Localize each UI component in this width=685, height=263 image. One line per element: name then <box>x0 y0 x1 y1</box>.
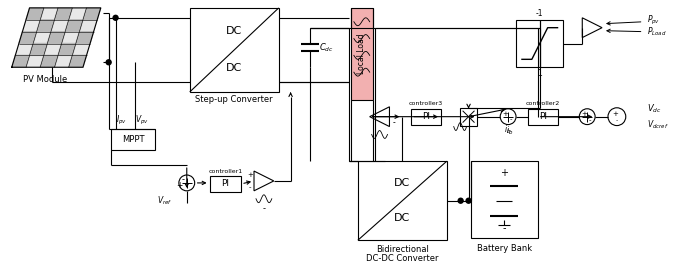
Text: $C_{dc}$: $C_{dc}$ <box>319 41 334 54</box>
Text: $V_{ref}$: $V_{ref}$ <box>158 194 173 207</box>
Polygon shape <box>47 32 65 43</box>
Text: DC: DC <box>394 178 410 188</box>
Circle shape <box>179 175 195 191</box>
Text: -: - <box>616 118 618 123</box>
Polygon shape <box>12 8 101 67</box>
Text: Step-up Converter: Step-up Converter <box>195 95 273 104</box>
Text: $i_b$: $i_b$ <box>506 124 514 137</box>
Text: Bidirectional: Bidirectional <box>376 245 429 254</box>
Text: $P_{Load}$: $P_{Load}$ <box>647 26 666 38</box>
Bar <box>460 108 477 125</box>
Text: PI: PI <box>538 112 547 121</box>
Text: controller1: controller1 <box>208 169 242 174</box>
Text: -: - <box>589 118 591 124</box>
Text: $V_{dc}$: $V_{dc}$ <box>647 103 661 115</box>
Text: -: - <box>510 117 512 123</box>
Bar <box>111 129 155 150</box>
Text: +: + <box>247 172 253 178</box>
Text: -: - <box>393 118 396 127</box>
Circle shape <box>466 198 471 203</box>
Polygon shape <box>83 8 101 20</box>
Text: +: + <box>177 181 183 190</box>
Bar <box>358 161 447 240</box>
Text: controller2: controller2 <box>525 101 560 106</box>
Polygon shape <box>68 55 86 67</box>
Text: +: + <box>612 111 618 117</box>
Text: -: - <box>249 184 251 190</box>
Bar <box>351 8 373 100</box>
Circle shape <box>458 198 463 203</box>
Text: Local Load: Local Load <box>358 34 366 74</box>
Polygon shape <box>19 32 37 43</box>
Polygon shape <box>76 32 94 43</box>
Polygon shape <box>40 55 58 67</box>
Polygon shape <box>58 43 76 55</box>
Bar <box>411 109 441 125</box>
Text: DC-DC Converter: DC-DC Converter <box>366 254 438 262</box>
Text: $P_{pv}$: $P_{pv}$ <box>647 14 660 27</box>
Text: +: + <box>500 168 508 178</box>
Polygon shape <box>26 8 44 20</box>
Polygon shape <box>37 20 55 32</box>
Text: PI: PI <box>221 179 229 188</box>
Circle shape <box>580 109 595 125</box>
Circle shape <box>500 109 516 125</box>
Bar <box>516 20 564 67</box>
Text: +: + <box>502 111 508 117</box>
Text: $i_b$: $i_b$ <box>504 123 512 136</box>
Bar <box>471 161 538 238</box>
Polygon shape <box>65 20 83 32</box>
Text: -: - <box>262 204 265 213</box>
Circle shape <box>106 60 111 65</box>
Polygon shape <box>29 43 47 55</box>
Circle shape <box>113 15 118 20</box>
Text: $V_{pv}$: $V_{pv}$ <box>136 114 149 127</box>
Text: DC: DC <box>226 63 242 73</box>
Bar <box>210 176 241 192</box>
Text: -: - <box>502 223 506 233</box>
Circle shape <box>608 108 626 125</box>
Text: $V_{dcref}$: $V_{dcref}$ <box>647 118 668 131</box>
Text: +: + <box>582 111 587 117</box>
Text: -: - <box>182 175 184 184</box>
Polygon shape <box>55 8 73 20</box>
Bar <box>190 8 279 92</box>
Polygon shape <box>12 55 29 67</box>
Text: $I_{pv}$: $I_{pv}$ <box>116 114 127 127</box>
Text: PV Module: PV Module <box>23 75 68 84</box>
Text: DC: DC <box>226 27 242 37</box>
Text: DC: DC <box>394 213 410 223</box>
Text: MPPT: MPPT <box>122 135 144 144</box>
Text: Battery Bank: Battery Bank <box>477 244 532 253</box>
Text: 1: 1 <box>537 69 542 78</box>
Bar <box>528 109 558 125</box>
Text: PI: PI <box>422 112 430 121</box>
Text: controller3: controller3 <box>409 101 443 106</box>
Text: -1: -1 <box>536 9 543 18</box>
